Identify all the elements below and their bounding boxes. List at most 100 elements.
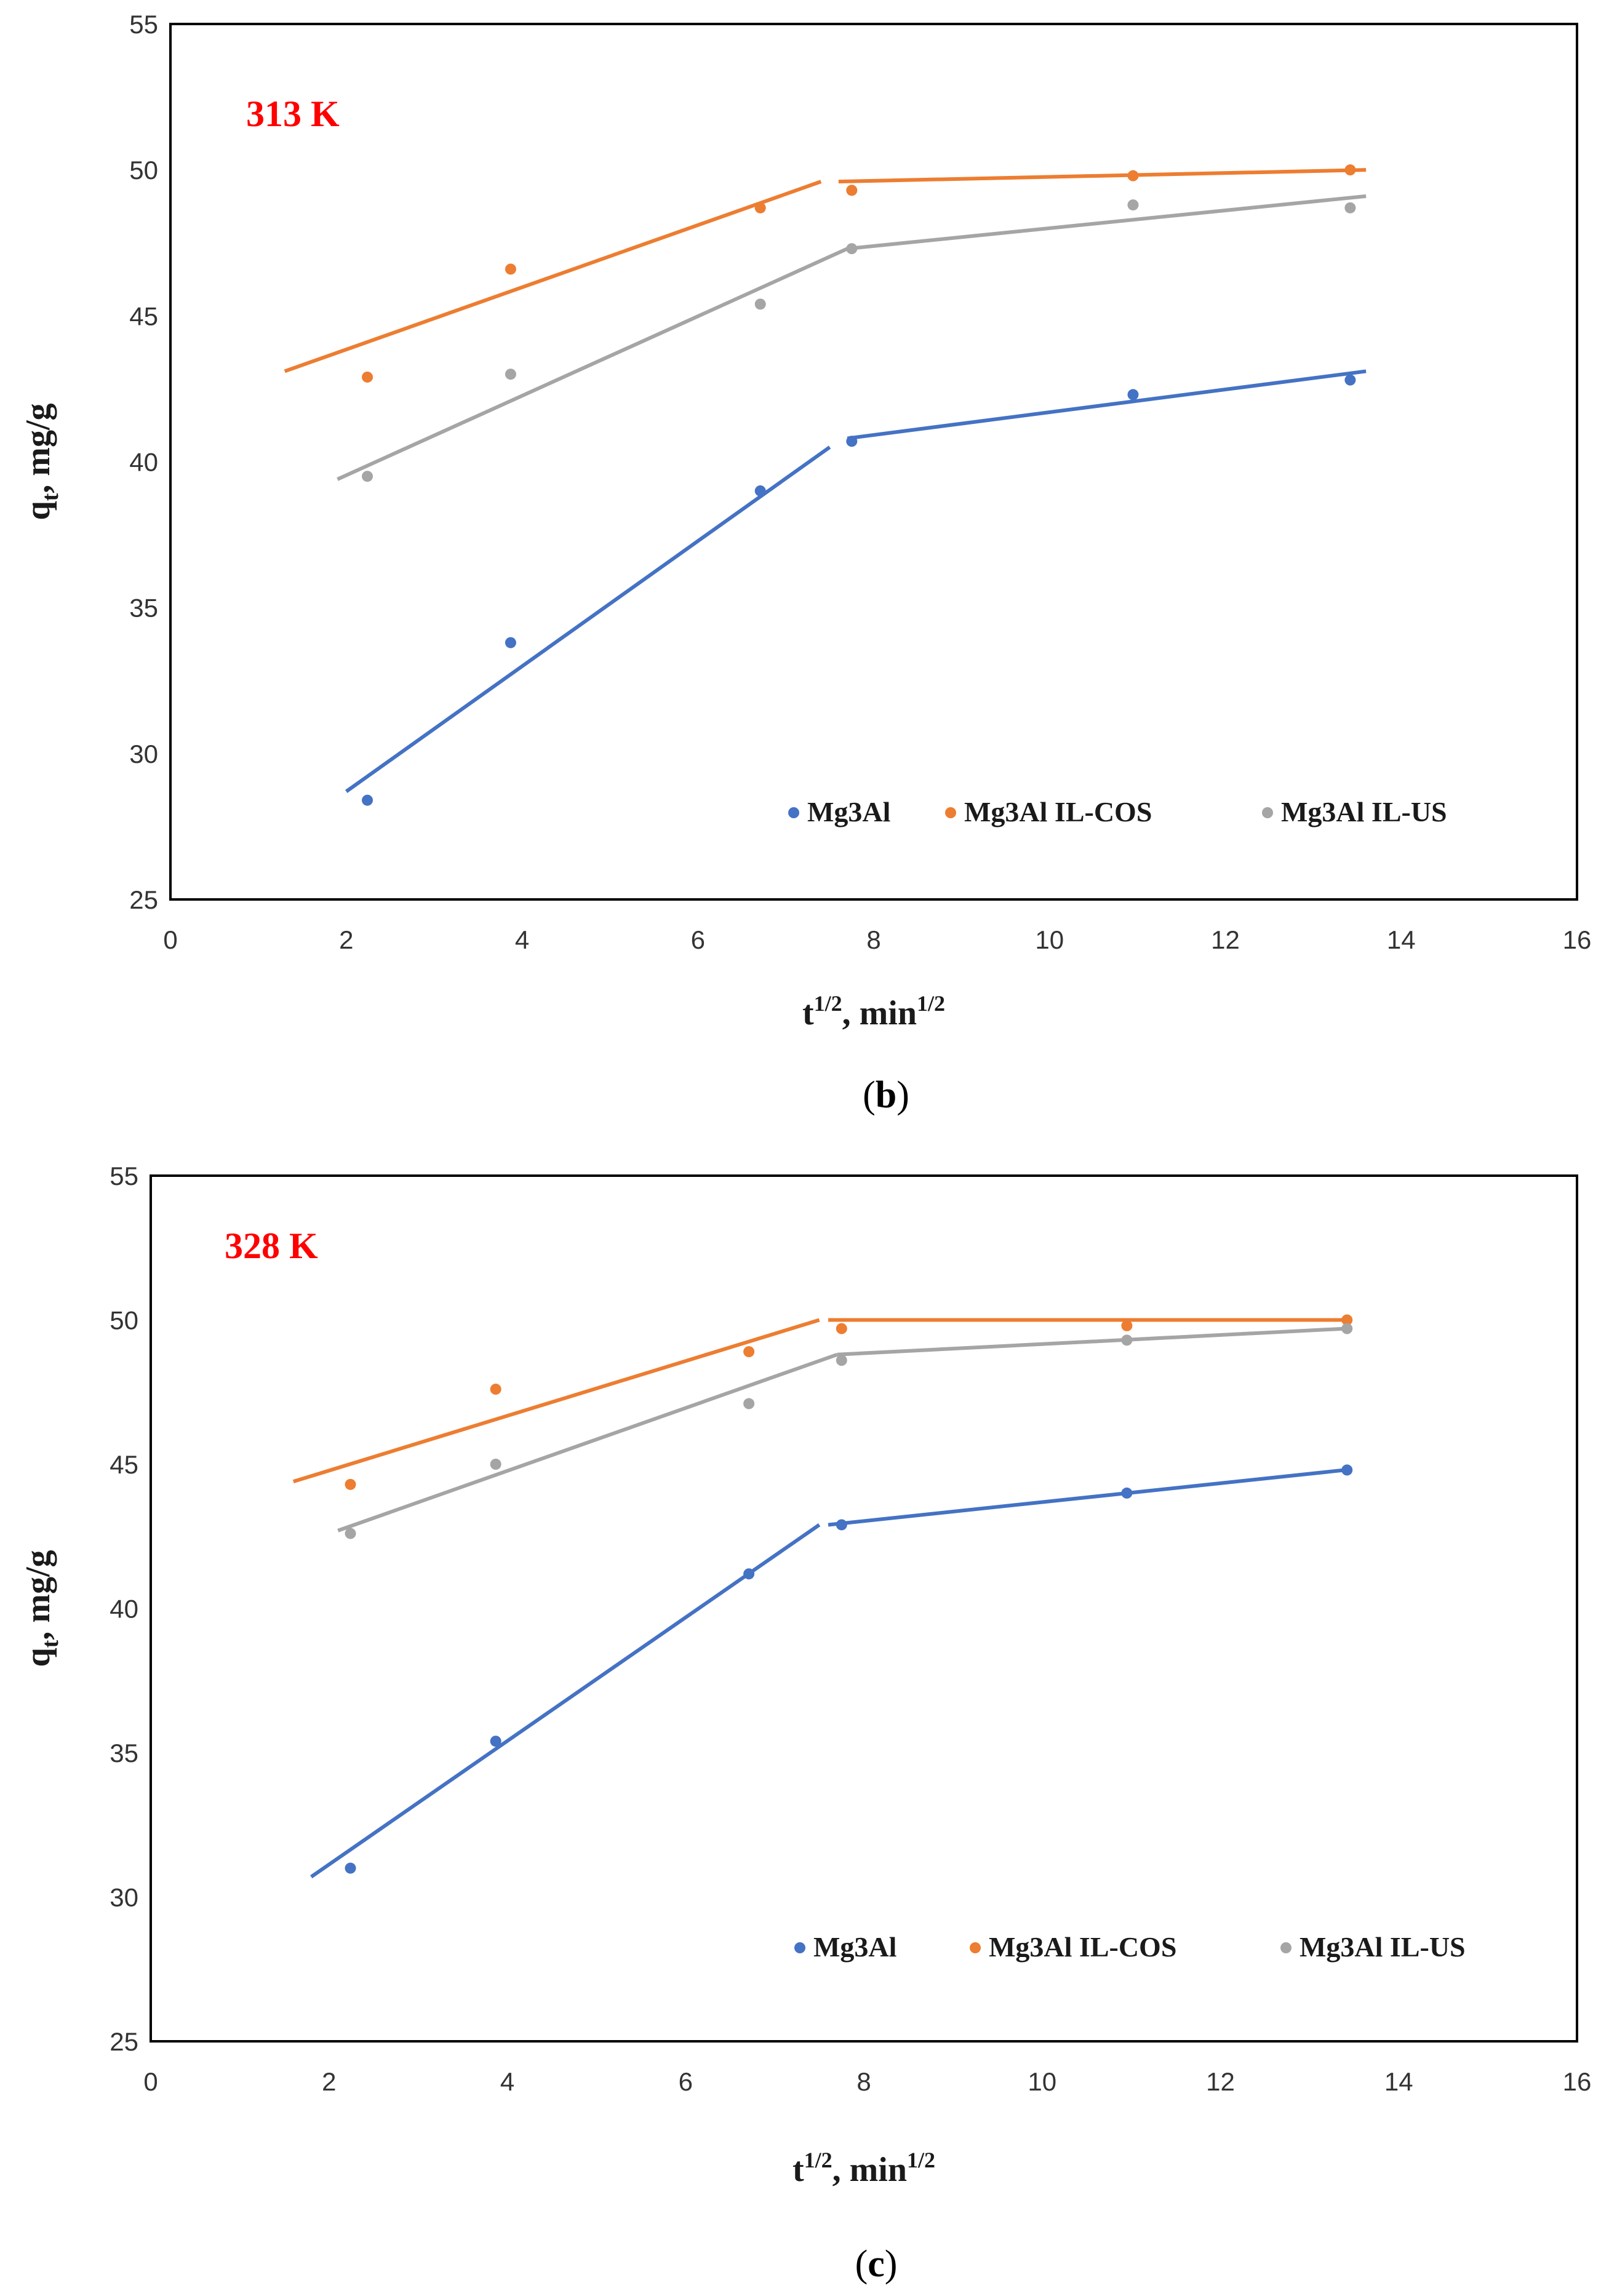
x-tick-label: 2 [339, 925, 353, 954]
trend-line-segment [292, 1318, 820, 1484]
y-tick-label: 40 [110, 1595, 138, 1624]
x-axis-title: t1/2, min1/2 [802, 991, 945, 1032]
data-point [362, 471, 373, 482]
legend-marker [788, 807, 799, 818]
legend-label: Mg3Al IL-US [1281, 796, 1447, 827]
x-tick-label: 14 [1384, 2067, 1413, 2096]
plot-area-frame [169, 23, 1578, 901]
trend-line-segment [847, 369, 1367, 440]
data-point [1127, 389, 1139, 401]
x-tick-label: 6 [679, 2067, 693, 2096]
data-point [362, 794, 373, 806]
data-point [1121, 1487, 1133, 1499]
y-tick-label: 30 [129, 739, 158, 768]
x-tick-label: 0 [163, 925, 177, 954]
legend-label: Mg3Al [813, 1931, 896, 1963]
x-tick-label: 16 [1563, 925, 1592, 954]
data-point [1127, 170, 1139, 181]
y-tick-label: 30 [110, 1883, 138, 1912]
data-point [345, 1528, 356, 1539]
legend-marker [1280, 1942, 1292, 1953]
x-tick-label: 14 [1387, 925, 1416, 954]
x-tick-label: 12 [1211, 925, 1240, 954]
trend-line-segment [828, 1468, 1346, 1527]
x-tick-label: 2 [322, 2067, 336, 2096]
data-point [1341, 1314, 1353, 1326]
data-point [1121, 1320, 1133, 1331]
data-point [1121, 1334, 1133, 1346]
data-point [836, 1519, 847, 1531]
series-mg3al-il-cos [284, 164, 1367, 383]
series-mg3al-il-cos [292, 1314, 1353, 1490]
legend-label: Mg3Al IL-COS [989, 1931, 1176, 1963]
data-point [743, 1398, 755, 1409]
x-tick-label: 10 [1028, 2067, 1056, 2096]
data-point [1341, 1464, 1353, 1476]
x-tick-label: 8 [856, 2067, 871, 2096]
panel-caption: (c) [855, 2243, 898, 2285]
panel-c: 0 2 4 6 8 10 12 14 16 25 30 35 40 45 50 55 t1/2, min1/2 q… [19, 1162, 1591, 2285]
data-point [1127, 199, 1139, 211]
temperature-annotation: 313 K [246, 94, 340, 134]
series-mg3al [345, 369, 1367, 806]
x-tick-label: 16 [1563, 2067, 1592, 2096]
series-mg3al-il-us [337, 194, 1367, 482]
data-point [490, 1459, 501, 1470]
y-tick-label: 35 [129, 594, 158, 623]
data-point [505, 369, 516, 380]
trend-line-segment [284, 180, 822, 373]
y-axis-title: qt, mg/g [19, 403, 63, 520]
series-mg3al [310, 1464, 1353, 1879]
trend-line-segment [337, 247, 848, 481]
x-tick-label: 12 [1206, 2067, 1235, 2096]
data-point [505, 263, 516, 275]
data-point [490, 1384, 501, 1395]
data-point [846, 436, 858, 447]
trend-line-segment [310, 1523, 821, 1879]
trend-line-segment [847, 194, 1367, 251]
data-point [754, 298, 766, 310]
legend: Mg3Al Mg3Al IL-COS Mg3Al IL-US [794, 1931, 1466, 1963]
series-mg3al-il-us [337, 1323, 1353, 1539]
data-point [743, 1568, 755, 1580]
x-tick-label: 0 [143, 2067, 158, 2096]
x-tick-label: 4 [515, 925, 529, 954]
y-tick-label: 35 [110, 1739, 138, 1768]
legend-label: Mg3Al [807, 796, 890, 827]
legend: Mg3Al Mg3Al IL-COS Mg3Al IL-US [788, 796, 1447, 827]
y-tick-label: 25 [110, 2027, 138, 2056]
trend-line-segment [345, 445, 831, 793]
y-tick-label: 45 [110, 1450, 138, 1479]
data-point [836, 1323, 847, 1334]
data-point [1341, 1323, 1353, 1334]
data-point [505, 637, 516, 648]
y-tick-label: 55 [110, 1162, 138, 1190]
data-point [1344, 202, 1356, 213]
data-point [743, 1346, 755, 1358]
trend-line-segment [838, 168, 1367, 184]
data-point [345, 1862, 356, 1874]
data-point [345, 1478, 356, 1490]
panel-b: 0 2 4 6 8 10 12 14 16 25 30 35 40 45 50 55 t1/2, min1/2 q… [19, 10, 1591, 1116]
x-tick-label: 10 [1035, 925, 1064, 954]
temperature-annotation: 328 K [225, 1226, 318, 1266]
legend-label: Mg3Al IL-US [1300, 1931, 1466, 1963]
x-tick-label: 4 [500, 2067, 514, 2096]
data-point [846, 185, 858, 196]
plot-area-frame [150, 1174, 1578, 2043]
legend-marker [1262, 807, 1273, 818]
y-tick-label: 50 [110, 1306, 138, 1335]
y-tick-label: 45 [129, 301, 158, 330]
panel-caption: (b) [863, 1074, 909, 1116]
trend-line-segment [337, 1352, 838, 1533]
y-tick-label: 25 [129, 885, 158, 914]
data-point [1344, 374, 1356, 386]
trend-line-segment [837, 1326, 1346, 1357]
y-tick-label: 50 [129, 156, 158, 185]
x-tick-label: 6 [691, 925, 705, 954]
legend-marker [794, 1942, 805, 1953]
legend-marker [970, 1942, 981, 1953]
data-point [836, 1355, 847, 1366]
legend-marker [945, 807, 956, 818]
